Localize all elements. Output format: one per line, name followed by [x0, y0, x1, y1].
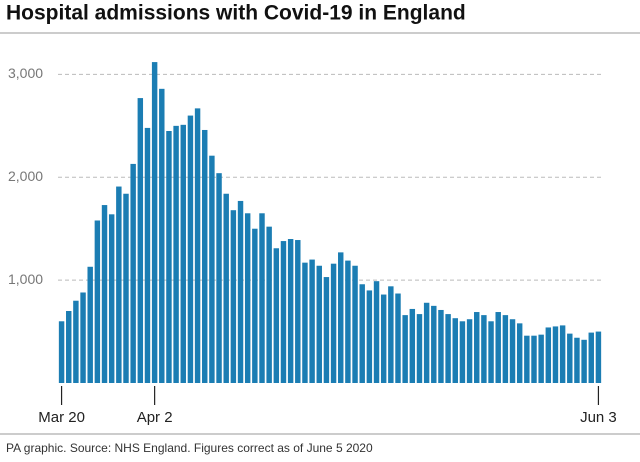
bar — [259, 213, 265, 383]
bar — [516, 323, 523, 383]
bar — [73, 300, 79, 383]
bar — [531, 335, 537, 383]
bar — [524, 335, 530, 383]
bar — [588, 332, 594, 383]
bar — [252, 228, 258, 383]
bar — [359, 284, 365, 383]
bar — [237, 200, 244, 383]
bar — [338, 252, 344, 383]
bar — [302, 262, 308, 383]
bar — [452, 318, 458, 383]
bar — [323, 277, 330, 383]
chart-title: Hospital admissions with Covid-19 in Eng… — [6, 2, 466, 25]
bar — [266, 226, 272, 383]
y-tick-label: 2,000 — [8, 168, 43, 184]
bar — [538, 334, 544, 383]
bar — [273, 248, 280, 383]
bar — [180, 124, 186, 383]
bar — [58, 321, 65, 383]
bar — [66, 311, 72, 383]
x-tick-label: Apr 2 — [137, 409, 173, 426]
bar — [173, 125, 179, 383]
bar — [316, 265, 322, 383]
bar — [87, 266, 93, 383]
bar — [345, 260, 351, 383]
bar — [552, 326, 559, 383]
y-tick-label: 1,000 — [8, 271, 43, 287]
bar — [466, 319, 473, 383]
bar — [280, 241, 287, 383]
x-tick-label: Mar 20 — [38, 409, 85, 426]
bar — [395, 293, 401, 383]
bar — [373, 281, 380, 383]
bar — [416, 314, 423, 383]
bar — [388, 286, 394, 383]
bar — [402, 315, 408, 383]
bar — [80, 292, 86, 383]
bar — [545, 327, 552, 383]
bar — [202, 129, 208, 383]
bar — [144, 127, 151, 384]
bar — [438, 309, 444, 383]
bar — [459, 321, 466, 383]
bar — [595, 331, 602, 383]
bar — [502, 315, 509, 383]
bar — [244, 213, 251, 383]
y-tick-label: 3,000 — [8, 65, 43, 81]
bar — [187, 115, 194, 384]
bar — [159, 88, 165, 383]
bar — [287, 239, 294, 383]
bar — [481, 315, 487, 383]
bar — [380, 294, 387, 383]
bar — [194, 108, 201, 383]
bar — [216, 173, 222, 383]
bar — [352, 265, 358, 383]
bar — [209, 155, 215, 383]
bar — [559, 325, 566, 383]
bar — [409, 308, 416, 383]
bar — [108, 214, 115, 383]
bar — [509, 319, 516, 383]
bar — [474, 312, 480, 383]
bar — [101, 205, 108, 383]
bar — [123, 193, 129, 383]
bar — [567, 333, 573, 383]
bar — [423, 302, 430, 383]
bar — [431, 305, 437, 383]
bar — [330, 263, 337, 383]
bar — [94, 220, 101, 383]
bar — [130, 163, 136, 383]
bar — [445, 314, 451, 383]
bar — [137, 98, 144, 383]
bar — [230, 210, 237, 383]
x-tick-label: Jun 3 — [580, 409, 617, 426]
source-note: PA graphic. Source: NHS England. Figures… — [6, 441, 373, 455]
bar — [116, 186, 122, 383]
bar — [295, 240, 301, 383]
bar — [574, 337, 580, 383]
bar — [488, 321, 494, 383]
bar — [495, 312, 501, 383]
bar — [166, 131, 172, 383]
bar — [223, 193, 229, 383]
bar — [309, 259, 315, 383]
bar — [151, 62, 158, 383]
bar — [366, 290, 373, 383]
bar — [581, 339, 587, 383]
